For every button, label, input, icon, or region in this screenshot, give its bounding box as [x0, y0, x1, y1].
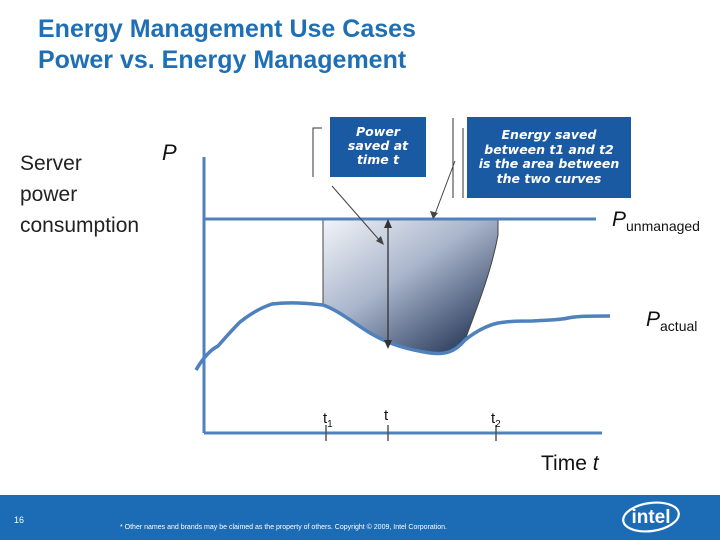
intel-logo-text: intel [631, 507, 670, 528]
actual-label: Pactual [646, 308, 697, 334]
diagram-canvas [194, 118, 611, 441]
slide-title: Energy Management Use Cases Power vs. En… [38, 14, 416, 76]
power-saved-callout: Power saved at time t [330, 117, 426, 177]
actual-label-sub: actual [660, 318, 698, 334]
power-callout-line-2: saved at [347, 138, 409, 153]
title-line-1: Energy Management Use Cases [38, 15, 416, 43]
actual-curve [194, 301, 611, 371]
energy-saved-callout: Energy saved between t1 and t2 is the ar… [467, 117, 631, 198]
intel-logo-icon: intel [622, 501, 680, 533]
energy-callout-line-3: is the area between [478, 156, 620, 171]
tick-label-t2-main: t [491, 410, 496, 427]
tick-label-t2: t2 [491, 410, 501, 430]
time-axis-label-word: Time [541, 452, 587, 475]
actual-label-p: P [646, 308, 661, 331]
unmanaged-label-sub: unmanaged [626, 218, 700, 234]
energy-pointer-head [430, 211, 438, 219]
power-saved-arrowhead-top [384, 219, 392, 228]
time-axis-label-var: t [592, 452, 599, 475]
energy-pointer-line [434, 160, 456, 215]
time-axis-label: Time t [541, 452, 599, 476]
tick-label-t1-sub: 1 [327, 419, 333, 430]
axis-p-label: P [162, 140, 177, 165]
power-pointer-head [376, 236, 384, 245]
power-pointer-line [331, 185, 382, 243]
footer-copyright: * Other names and brands may be claimed … [120, 524, 447, 531]
power-callout-line-1: Power [356, 124, 400, 139]
y-axis-label-line-2: power [20, 183, 78, 206]
power-callout-bracket [312, 127, 322, 177]
power-saved-arrowhead-bottom [384, 340, 392, 349]
y-axis-label-line-3: consumption [20, 214, 140, 237]
page-number: 16 [14, 515, 25, 525]
tick-label-t2-sub: 2 [495, 419, 501, 430]
energy-callout-line-2: between t1 and t2 [484, 141, 614, 157]
tick-label-t1: t1 [323, 410, 333, 430]
tick-label-t: t [384, 407, 389, 424]
title-line-2: Power vs. Energy Management [38, 46, 407, 74]
unmanaged-label: Punmanaged [612, 208, 700, 234]
unmanaged-label-p: P [612, 208, 627, 231]
y-axis-label: Server power consumption [20, 148, 139, 241]
energy-callout-line-1: Energy saved [501, 127, 597, 142]
footer-bar: 16 * Other names and brands may be claim… [0, 495, 720, 540]
y-axis-label-line-1: Server [20, 152, 82, 175]
energy-callout-line-4: the two curves [496, 170, 602, 186]
tick-label-t1-main: t [323, 410, 328, 427]
power-callout-line-3: time t [356, 152, 400, 167]
